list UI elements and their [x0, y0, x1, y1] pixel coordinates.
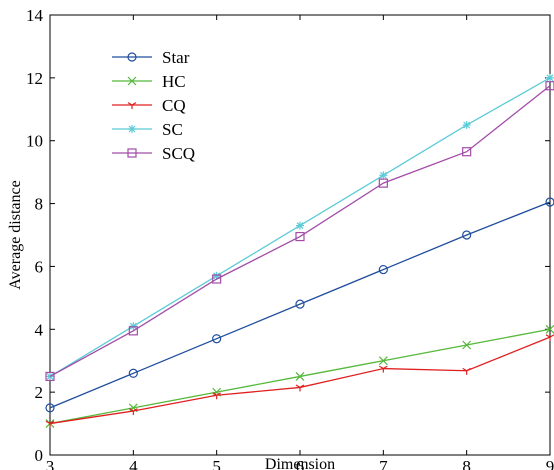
- legend-entry-hc: HC: [112, 72, 186, 91]
- y-tick-label: 8: [35, 195, 44, 214]
- data-point-scq: [462, 147, 472, 157]
- data-point-star: [212, 334, 222, 344]
- data-point-cq: [295, 384, 305, 392]
- data-point-hc: [295, 372, 305, 381]
- data-point-star: [128, 368, 138, 378]
- data-point-hc: [545, 324, 554, 334]
- legend-marker-sc: [128, 125, 136, 133]
- x-tick-label: 8: [462, 457, 471, 470]
- legend-label-star: Star: [162, 48, 190, 67]
- y-tick-label: 2: [35, 383, 44, 402]
- data-point-scq: [128, 326, 138, 336]
- x-tick-label: 9: [546, 457, 554, 470]
- y-axis-label: Average distance: [7, 180, 24, 289]
- data-point-star: [462, 230, 472, 240]
- series-sc: [46, 73, 554, 381]
- series-group: [45, 73, 554, 428]
- data-point-cq: [379, 365, 388, 373]
- x-tick-label: 7: [379, 457, 388, 470]
- data-point-scq: [212, 274, 222, 284]
- data-point-star: [45, 403, 55, 413]
- legend-marker-hc: [127, 76, 137, 86]
- legend-entry-star: Star: [112, 48, 190, 67]
- y-tick-label: 4: [35, 320, 44, 339]
- y-tick-label: 10: [26, 132, 43, 151]
- legend-marker-scq: [127, 148, 137, 158]
- legend-entry-cq: CQ: [112, 96, 186, 115]
- data-point-cq: [212, 392, 221, 400]
- data-point-star: [295, 299, 305, 309]
- legend-label-scq: SCQ: [162, 144, 195, 163]
- series-line-cq: [49, 336, 551, 425]
- legend-marker-star: [127, 52, 137, 62]
- series-cq: [45, 334, 554, 428]
- legend-entry-sc: SC: [112, 120, 183, 139]
- data-point-cq: [545, 334, 554, 342]
- data-point-cq: [462, 367, 471, 375]
- data-point-scq: [545, 81, 554, 91]
- series-star: [45, 197, 554, 413]
- data-point-sc: [129, 322, 138, 331]
- data-point-scq: [45, 371, 55, 382]
- x-tick-label: 4: [129, 457, 138, 470]
- legend-label-cq: CQ: [162, 96, 186, 115]
- data-point-cq: [129, 408, 138, 415]
- data-point-star: [378, 264, 388, 275]
- series-line-scq: [49, 85, 551, 378]
- data-point-scq: [295, 231, 305, 242]
- legend: Star HC CQ SC SCQ: [112, 48, 195, 163]
- series-hc: [45, 324, 554, 428]
- data-point-sc: [546, 73, 554, 82]
- series-scq: [45, 81, 554, 382]
- x-tick-label: 3: [46, 457, 55, 470]
- y-tick-label: 6: [35, 257, 44, 276]
- data-point-sc: [379, 171, 388, 180]
- series-line-star: [49, 201, 551, 409]
- x-tick-label: 6: [296, 457, 305, 470]
- data-point-hc: [462, 340, 472, 350]
- data-point-cq: [45, 420, 55, 428]
- y-tick-label: 0: [35, 446, 44, 465]
- data-point-hc: [378, 356, 388, 366]
- x-tick-label: 5: [212, 457, 221, 470]
- data-point-star: [545, 197, 554, 207]
- x-axis-label: Dimension: [265, 456, 335, 470]
- y-tick-label: 12: [26, 69, 43, 88]
- data-point-sc: [296, 221, 304, 230]
- legend-label-sc: SC: [162, 120, 183, 139]
- legend-entry-scq: SCQ: [112, 144, 195, 163]
- legend-label-hc: HC: [162, 72, 186, 91]
- data-point-sc: [462, 121, 471, 129]
- legend-marker-cq: [127, 102, 137, 109]
- axis-ticks: 3 4 5 6 7 8 9 0 2 4 6 8 10 12 14: [26, 6, 554, 470]
- data-point-scq: [378, 178, 388, 188]
- y-tick-label: 14: [26, 6, 44, 25]
